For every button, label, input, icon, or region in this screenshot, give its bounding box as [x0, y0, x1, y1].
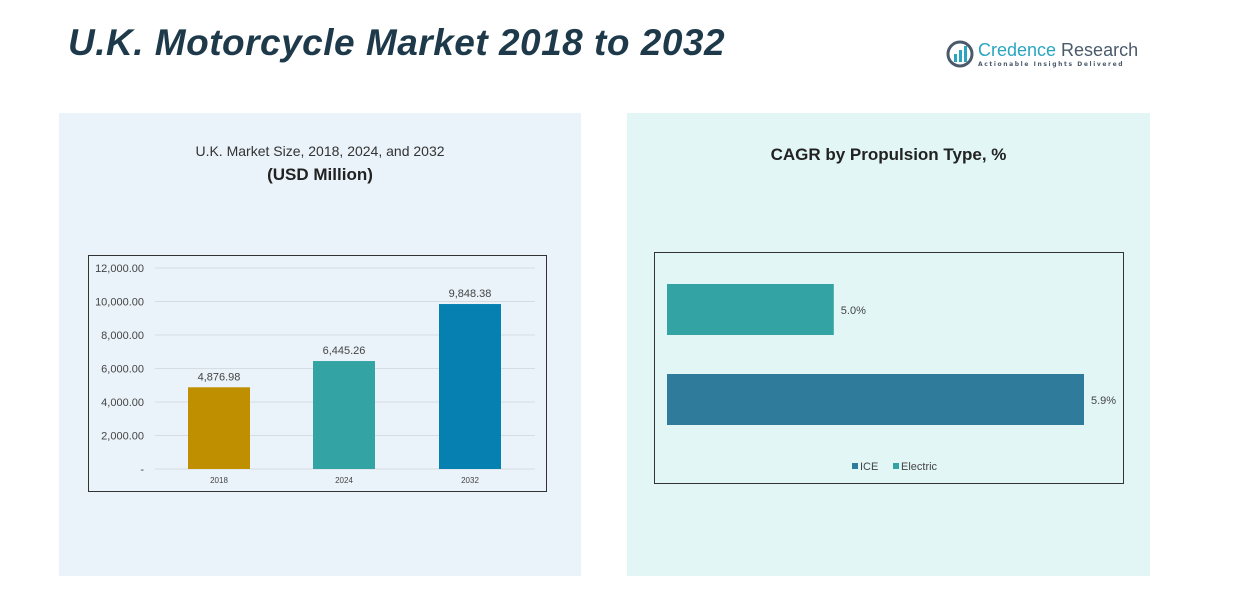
bar-chart-title: U.K. Market Size, 2018, 2024, and 2032 — [195, 143, 445, 159]
x-tick-label: 2024 — [335, 476, 353, 485]
y-tick-label: 6,000.00 — [101, 364, 144, 376]
data-label: 5.9% — [1091, 395, 1116, 407]
y-tick-label: 10,000.00 — [95, 297, 144, 309]
hbar-ice — [667, 374, 1084, 425]
y-tick-label: 4,000.00 — [101, 397, 144, 409]
y-tick-label: 8,000.00 — [101, 330, 144, 342]
bar-2024 — [313, 361, 375, 469]
legend-label: Electric — [901, 461, 938, 473]
logo-tagline: Actionable Insights Delivered — [978, 61, 1125, 68]
bar-2032 — [439, 304, 501, 469]
data-label: 5.0% — [841, 305, 866, 317]
cagr-panel: CAGR by Propulsion Type, % — [627, 113, 1150, 576]
x-tick-label: 2018 — [210, 476, 228, 485]
y-tick-label: - — [140, 464, 144, 476]
legend-label: ICE — [860, 461, 878, 473]
data-label: 9,848.38 — [449, 288, 492, 300]
x-tick-label: 2032 — [461, 476, 479, 485]
data-label: 4,876.98 — [198, 371, 241, 383]
page-title: U.K. Motorcycle Market 2018 to 2032 — [68, 22, 726, 63]
bar-chart-subtitle: (USD Million) — [267, 165, 373, 184]
hbar-chart-title: CAGR by Propulsion Type, % — [770, 145, 1007, 164]
hbar-electric — [667, 284, 834, 335]
bar-2018 — [188, 387, 250, 469]
legend-swatch — [852, 463, 858, 469]
bar-chart-frame — [88, 255, 547, 492]
y-tick-label: 12,000.00 — [95, 263, 144, 275]
logo-brand-a: Credence — [978, 40, 1057, 60]
logo-icon — [946, 40, 974, 68]
logo: Credence Research Actionable Insights De… — [946, 40, 1138, 68]
hbar-chart-frame — [654, 252, 1124, 484]
data-label: 6,445.26 — [323, 345, 366, 357]
legend-swatch — [893, 463, 899, 469]
y-tick-label: 2,000.00 — [101, 431, 144, 443]
logo-brand-b: Research — [1056, 40, 1139, 60]
